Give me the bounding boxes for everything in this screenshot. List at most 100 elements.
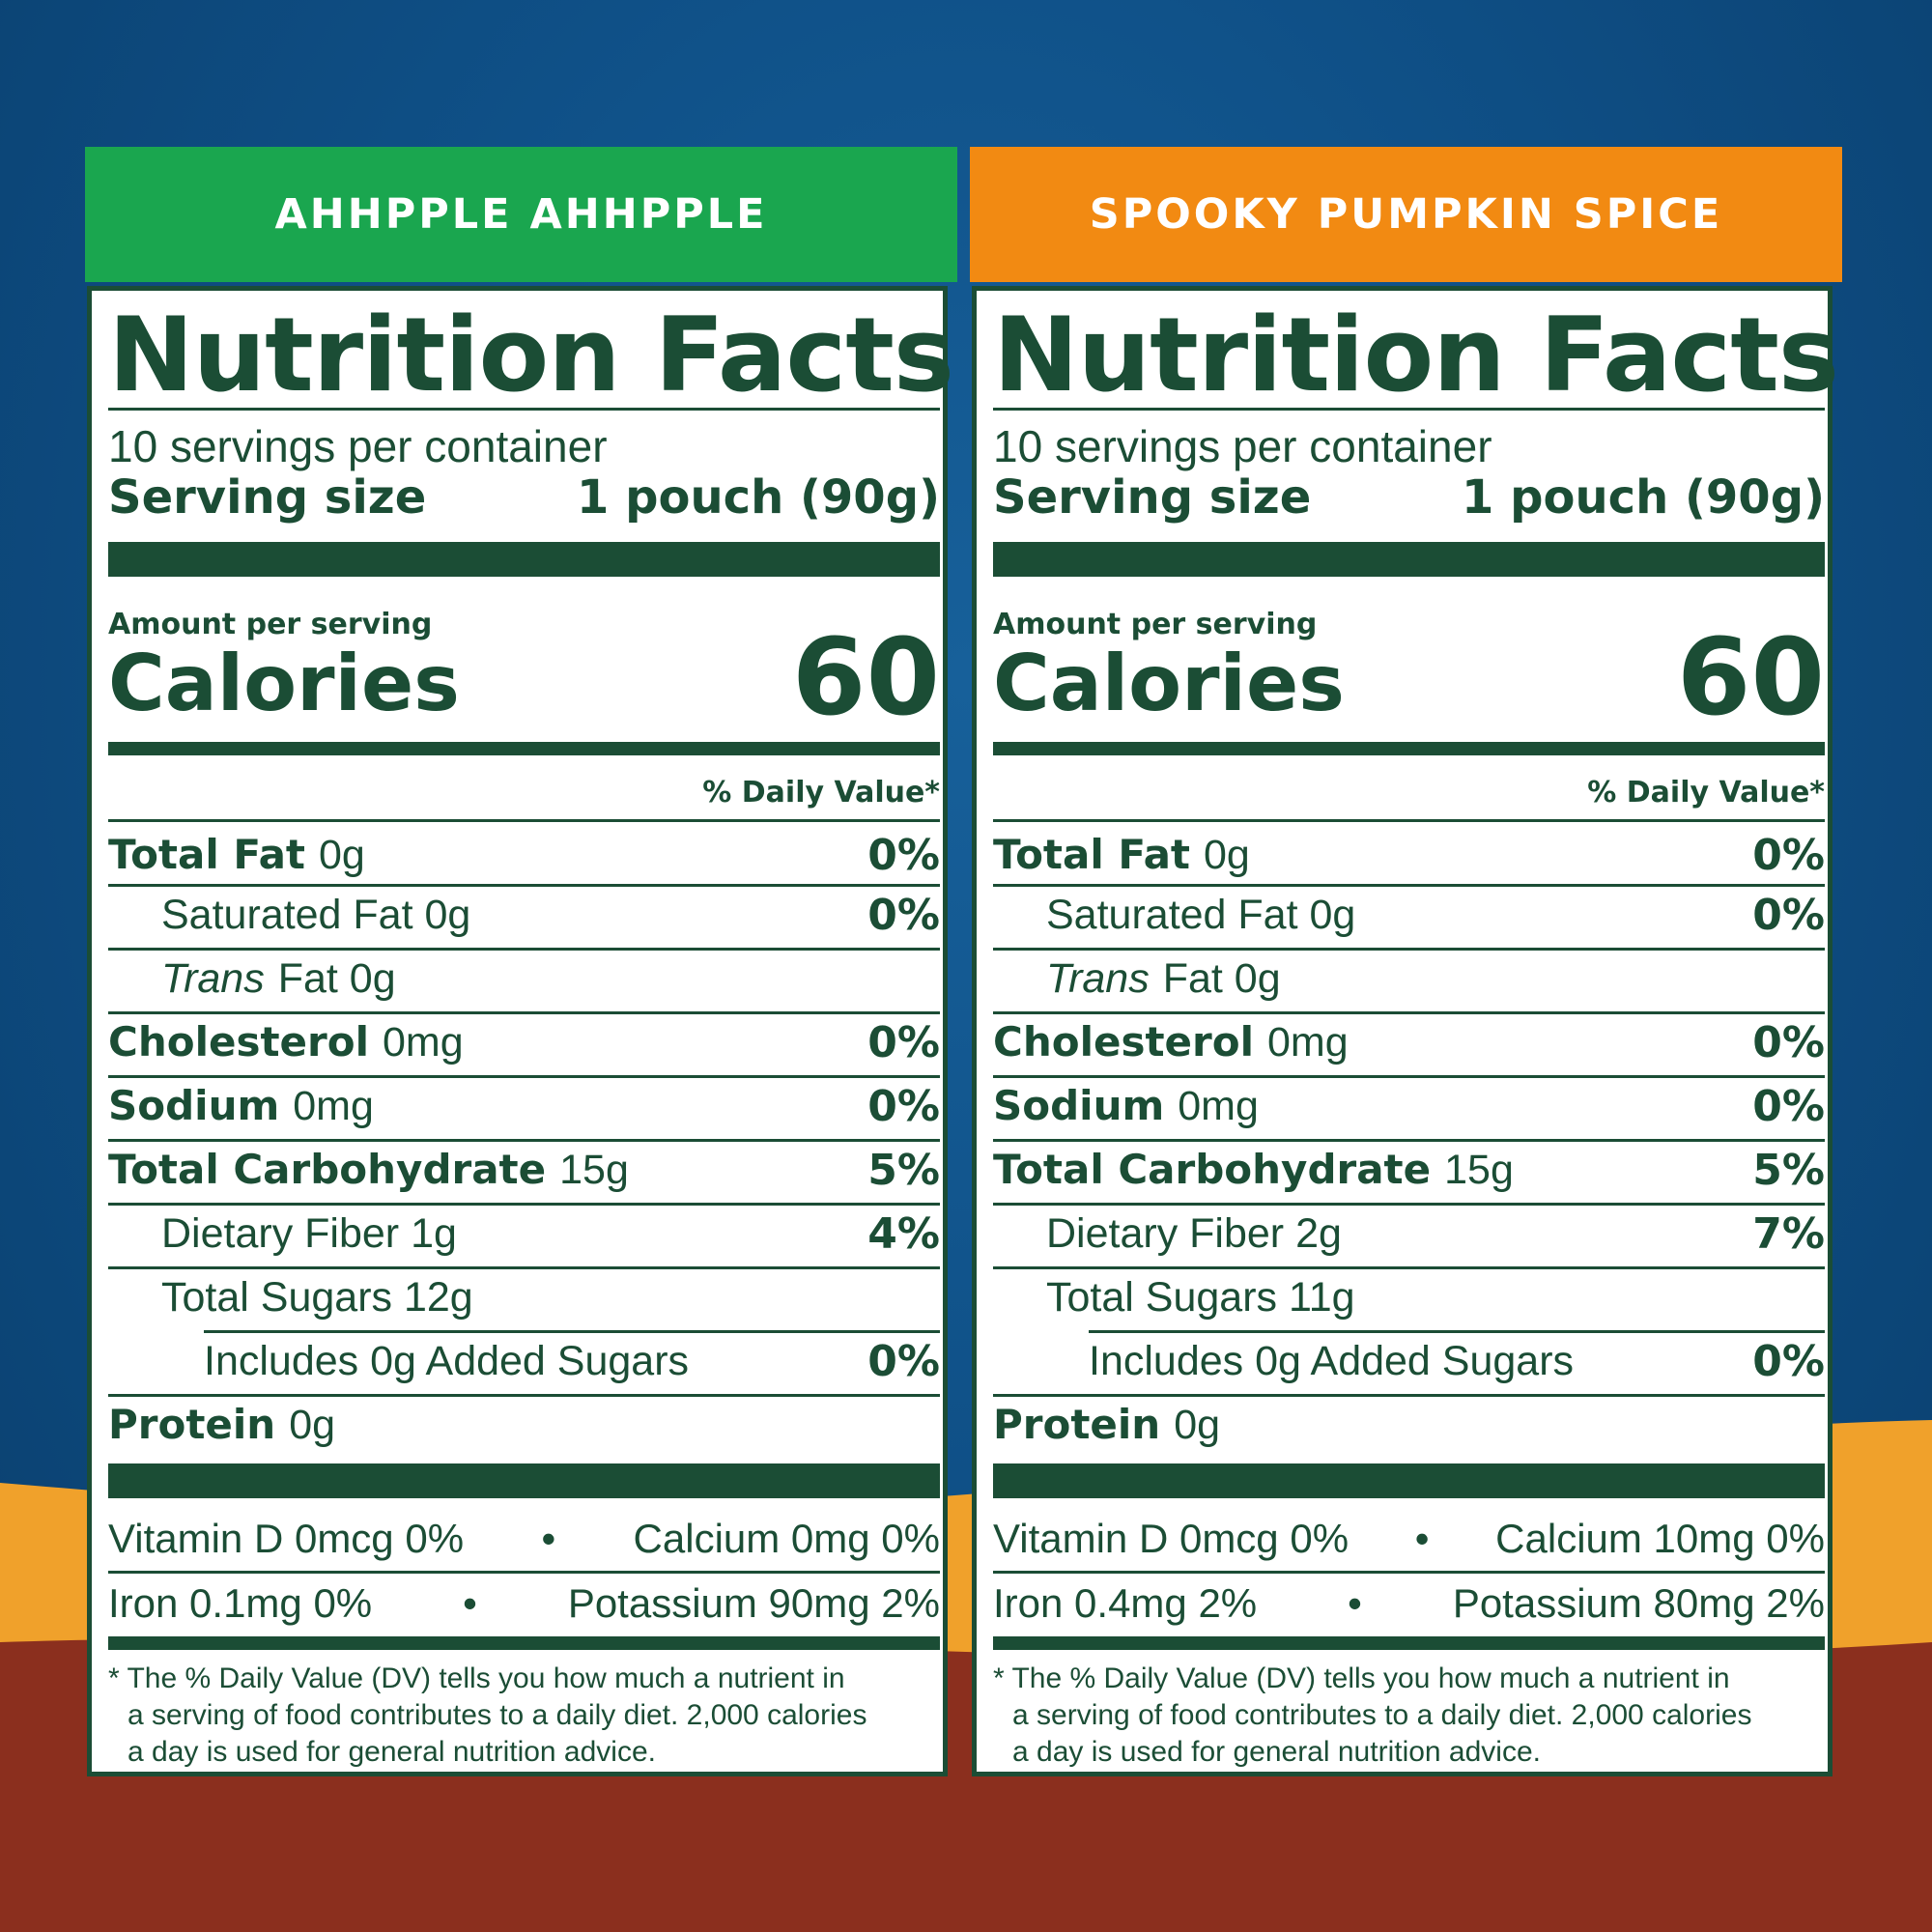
nutrient-pct: 0% xyxy=(1752,830,1825,880)
vitamin-left: Iron 0.1mg 0% xyxy=(108,1580,373,1626)
nutrient-amount: 15g xyxy=(559,1147,629,1193)
nutrient-name: Sodium xyxy=(993,1082,1165,1129)
rule xyxy=(993,1011,1825,1014)
nutrient-name: Cholesterol xyxy=(108,1018,369,1065)
rule xyxy=(993,1394,1825,1397)
nutrient-pct: 5% xyxy=(1752,1145,1825,1195)
nutrient-amount: 0mg xyxy=(1267,1019,1349,1065)
footnote-line: a serving of food contributes to a daily… xyxy=(128,1699,867,1731)
nutrient-row-dietary-fiber: Dietary Fiber 2g 7% xyxy=(993,1203,1825,1264)
daily-value-header: % Daily Value* xyxy=(702,776,940,810)
nutrient-pct: 0% xyxy=(867,890,940,940)
rule xyxy=(993,1075,1825,1078)
serving-size-value: 1 pouch (90g) xyxy=(1462,470,1825,525)
nutrient-amount: Fat 0g xyxy=(277,954,396,1002)
calories-label: Calories xyxy=(108,639,460,728)
nutrient-amount: 0mg xyxy=(383,1019,464,1065)
nutrient-pct: 5% xyxy=(867,1145,940,1195)
vitamin-left: Iron 0.4mg 2% xyxy=(993,1580,1258,1626)
rule xyxy=(108,819,940,822)
nutrient-amount: 0mg xyxy=(1178,1083,1259,1129)
servings-per-container: 10 servings per container xyxy=(993,421,1492,471)
rule xyxy=(993,884,1825,887)
nutrient-pct: 0% xyxy=(1752,1336,1825,1386)
nutrient-amount: Saturated Fat 0g xyxy=(161,891,471,938)
daily-value-header: % Daily Value* xyxy=(1587,776,1825,810)
footnote-line: a day is used for general nutrition advi… xyxy=(1012,1736,1541,1768)
nutrient-name: Total Fat xyxy=(108,831,306,878)
rule xyxy=(993,948,1825,951)
nutrient-amount: Dietary Fiber 1g xyxy=(161,1209,457,1257)
nutrient-row-total-carbohydrate: Total Carbohydrate 15g 5% xyxy=(108,1139,940,1201)
rule xyxy=(993,408,1825,411)
medium-rule xyxy=(108,742,940,755)
nutrient-row-saturated-fat: Saturated Fat 0g 0% xyxy=(108,884,940,946)
rule xyxy=(993,1571,1825,1574)
nutrient-row-added-sugars: Includes 0g Added Sugars 0% xyxy=(993,1330,1825,1392)
nutrient-row-cholesterol: Cholesterol 0mg 0% xyxy=(993,1011,1825,1073)
bullet: • xyxy=(463,1580,477,1626)
footnote: * The % Daily Value (DV) tells you how m… xyxy=(108,1661,940,1771)
serving-size: Serving size 1 pouch (90g) xyxy=(108,470,940,525)
calories-label: Calories xyxy=(993,639,1345,728)
vitamin-right: Calcium 0mg 0% xyxy=(633,1516,940,1561)
nutrient-pct: 0% xyxy=(867,1336,940,1386)
nutrient-amount: Dietary Fiber 2g xyxy=(1046,1209,1342,1257)
label-title: Nutrition Facts xyxy=(993,296,1839,414)
nutrient-amount: Includes 0g Added Sugars xyxy=(1089,1337,1575,1384)
rule xyxy=(108,948,940,951)
nutrient-pct: 7% xyxy=(1752,1208,1825,1259)
nutrient-row-trans-fat: Trans Fat 0g xyxy=(993,948,1825,1009)
nutrient-name: Protein xyxy=(108,1401,276,1448)
nutrient-row-sodium: Sodium 0mg 0% xyxy=(108,1075,940,1137)
bullet: • xyxy=(541,1516,556,1561)
thick-rule xyxy=(108,1463,940,1498)
rule xyxy=(108,884,940,887)
nutrient-row-sodium: Sodium 0mg 0% xyxy=(993,1075,1825,1137)
nutrient-pct: 0% xyxy=(1752,1017,1825,1067)
nutrient-pct: 0% xyxy=(1752,1081,1825,1131)
nutrient-pct: 0% xyxy=(1752,890,1825,940)
serving-size-label: Serving size xyxy=(993,470,1312,525)
thick-rule xyxy=(108,542,940,577)
nutrient-row-total-fat: Total Fat 0g 0% xyxy=(108,824,940,886)
servings-per-container: 10 servings per container xyxy=(108,421,608,471)
trans-italic: Trans xyxy=(1046,954,1150,1002)
nutrient-pct: 0% xyxy=(867,1081,940,1131)
nutrient-amount: Includes 0g Added Sugars xyxy=(204,1337,690,1384)
nutrition-panel-apple: AHHPPLE AHHPPLE Nutrition Facts 10 servi… xyxy=(85,147,957,1781)
nutrient-row-protein: Protein 0g xyxy=(993,1394,1825,1456)
rule xyxy=(108,1266,940,1269)
calories-value: 60 xyxy=(791,615,940,739)
rule xyxy=(993,1203,1825,1206)
serving-size-value: 1 pouch (90g) xyxy=(577,470,940,525)
rule xyxy=(108,1075,940,1078)
nutrient-amount: 0mg xyxy=(293,1083,374,1129)
flavor-header: AHHPPLE AHHPPLE xyxy=(85,147,957,282)
nutrient-row-trans-fat: Trans Fat 0g xyxy=(108,948,940,1009)
nutrient-amount: Total Sugars 12g xyxy=(161,1273,473,1321)
nutrient-name: Total Carbohydrate xyxy=(993,1146,1432,1193)
vitamin-row: Vitamin D 0mcg 0% • Calcium 10mg 0% xyxy=(993,1508,1825,1570)
nutrient-amount: 15g xyxy=(1444,1147,1514,1193)
nutrition-panel-pumpkin: SPOOKY PUMPKIN SPICE Nutrition Facts 10 … xyxy=(970,147,1842,1781)
nutrient-name: Sodium xyxy=(108,1082,280,1129)
vitamin-left: Vitamin D 0mcg 0% xyxy=(108,1516,465,1561)
thick-rule xyxy=(993,542,1825,577)
nutrition-facts-label: Nutrition Facts 10 servings per containe… xyxy=(972,286,1839,1776)
nutrient-amount: Total Sugars 11g xyxy=(1046,1273,1355,1321)
nutrient-name: Total Carbohydrate xyxy=(108,1146,547,1193)
nutrient-pct: 4% xyxy=(867,1208,940,1259)
nutrient-row-total-sugars: Total Sugars 12g xyxy=(108,1266,940,1328)
rule xyxy=(108,1571,940,1574)
footnote-line: * The % Daily Value (DV) tells you how m… xyxy=(108,1662,845,1694)
nutrient-row-cholesterol: Cholesterol 0mg 0% xyxy=(108,1011,940,1073)
nutrient-pct: 0% xyxy=(867,1017,940,1067)
nutrient-amount: Fat 0g xyxy=(1162,954,1281,1002)
nutrient-amount: 0g xyxy=(319,832,365,878)
nutrient-amount: Saturated Fat 0g xyxy=(1046,891,1356,938)
vitamin-left: Vitamin D 0mcg 0% xyxy=(993,1516,1350,1561)
amount-per-serving: Amount per serving xyxy=(993,608,1318,641)
nutrient-row-total-carbohydrate: Total Carbohydrate 15g 5% xyxy=(993,1139,1825,1201)
nutrient-pct: 0% xyxy=(867,830,940,880)
